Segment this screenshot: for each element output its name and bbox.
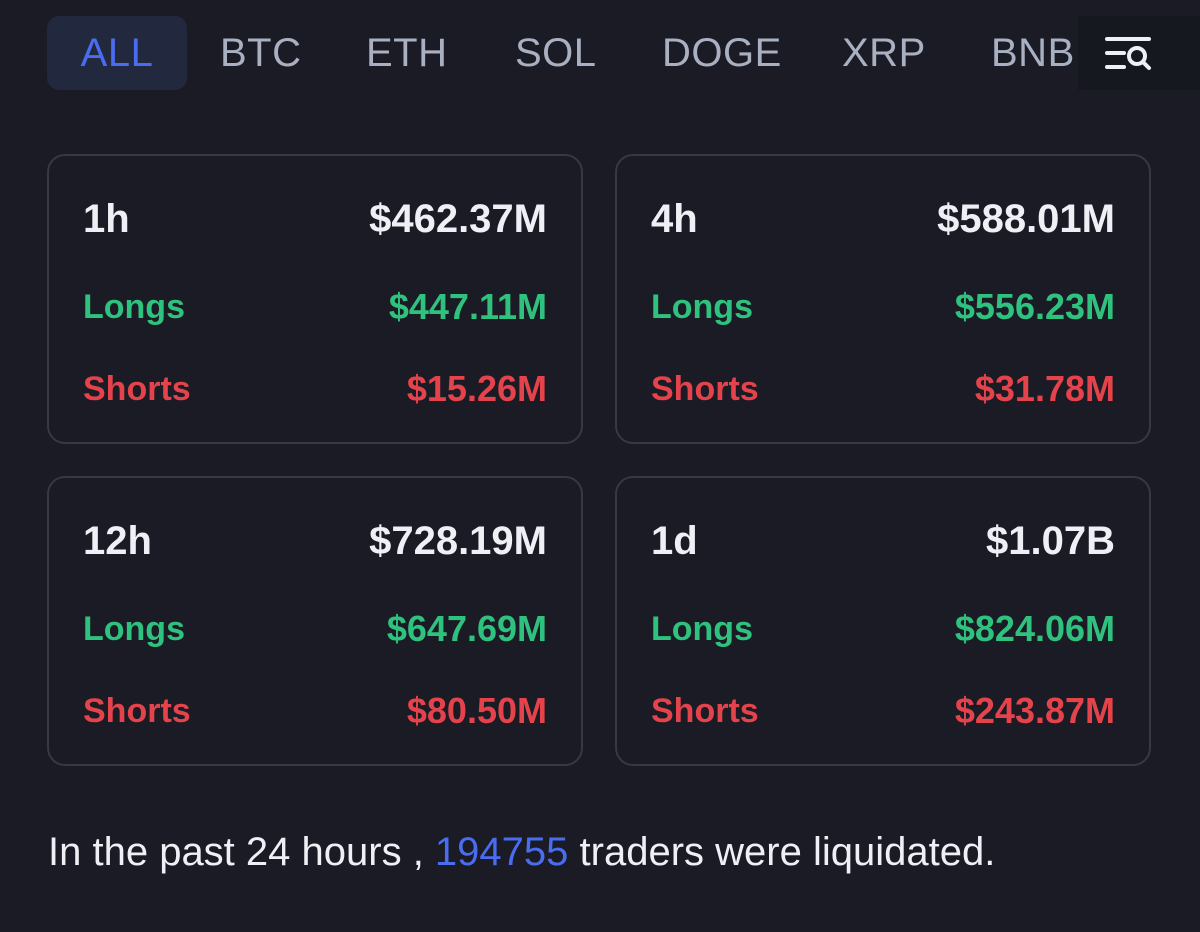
- longs-row: Longs $447.11M: [83, 282, 547, 332]
- total-row: 1h $462.37M: [83, 194, 547, 244]
- longs-row: Longs $647.69M: [83, 604, 547, 654]
- shorts-row: Shorts $15.26M: [83, 364, 547, 414]
- filter-button[interactable]: [1078, 16, 1200, 90]
- longs-row: Longs $556.23M: [651, 282, 1115, 332]
- total-row: 1d $1.07B: [651, 516, 1115, 566]
- total-value: $588.01M: [937, 197, 1115, 241]
- shorts-value: $80.50M: [406, 690, 547, 731]
- period-label: 1d: [651, 519, 698, 563]
- shorts-label: Shorts: [651, 370, 759, 408]
- liquidation-summary: In the past 24 hours , 194755 traders we…: [48, 826, 995, 878]
- period-label: 1h: [83, 197, 130, 241]
- shorts-value: $243.87M: [954, 690, 1115, 731]
- tab-sol[interactable]: SOL: [515, 31, 597, 75]
- shorts-row: Shorts $31.78M: [651, 364, 1115, 414]
- shorts-row: Shorts $80.50M: [83, 686, 547, 736]
- tab-xrp[interactable]: XRP: [842, 31, 926, 75]
- shorts-label: Shorts: [83, 692, 191, 730]
- summary-suffix: traders were liquidated.: [568, 830, 996, 874]
- longs-value: $556.23M: [954, 286, 1115, 327]
- longs-label: Longs: [651, 288, 753, 326]
- liquidated-traders-count: 194755: [434, 830, 569, 874]
- longs-label: Longs: [83, 610, 185, 648]
- shorts-value: $31.78M: [974, 368, 1115, 409]
- liquidation-card-1h: 1h $462.37M Longs $447.11M Shorts $15.26…: [47, 154, 583, 444]
- longs-label: Longs: [83, 288, 185, 326]
- tab-eth[interactable]: ETH: [366, 31, 448, 75]
- period-label: 4h: [651, 197, 698, 241]
- tab-bnb[interactable]: BNB: [991, 31, 1075, 75]
- shorts-label: Shorts: [651, 692, 759, 730]
- shorts-label: Shorts: [83, 370, 191, 408]
- longs-row: Longs $824.06M: [651, 604, 1115, 654]
- tab-all[interactable]: ALL: [47, 16, 187, 90]
- longs-value: $647.69M: [386, 608, 547, 649]
- shorts-value: $15.26M: [406, 368, 547, 409]
- filter-search-icon: [1105, 37, 1151, 70]
- total-row: 4h $588.01M: [651, 194, 1115, 244]
- liquidation-card-4h: 4h $588.01M Longs $556.23M Shorts $31.78…: [615, 154, 1151, 444]
- total-value: $1.07B: [986, 519, 1115, 563]
- total-row: 12h $728.19M: [83, 516, 547, 566]
- longs-value: $824.06M: [954, 608, 1115, 649]
- liquidation-card-12h: 12h $728.19M Longs $647.69M Shorts $80.5…: [47, 476, 583, 766]
- tab-doge[interactable]: DOGE: [662, 31, 782, 75]
- tab-btc[interactable]: BTC: [220, 31, 302, 75]
- summary-prefix: In the past 24 hours ,: [48, 830, 435, 874]
- longs-value: $447.11M: [388, 286, 547, 327]
- total-value: $728.19M: [369, 519, 547, 563]
- shorts-row: Shorts $243.87M: [651, 686, 1115, 736]
- total-value: $462.37M: [369, 197, 547, 241]
- coin-tab-bar: ALL BTC ETH SOL DOGE XRP BNB: [0, 0, 1200, 110]
- longs-label: Longs: [651, 610, 753, 648]
- period-label: 12h: [83, 519, 152, 563]
- liquidation-card-1d: 1d $1.07B Longs $824.06M Shorts $243.87M: [615, 476, 1151, 766]
